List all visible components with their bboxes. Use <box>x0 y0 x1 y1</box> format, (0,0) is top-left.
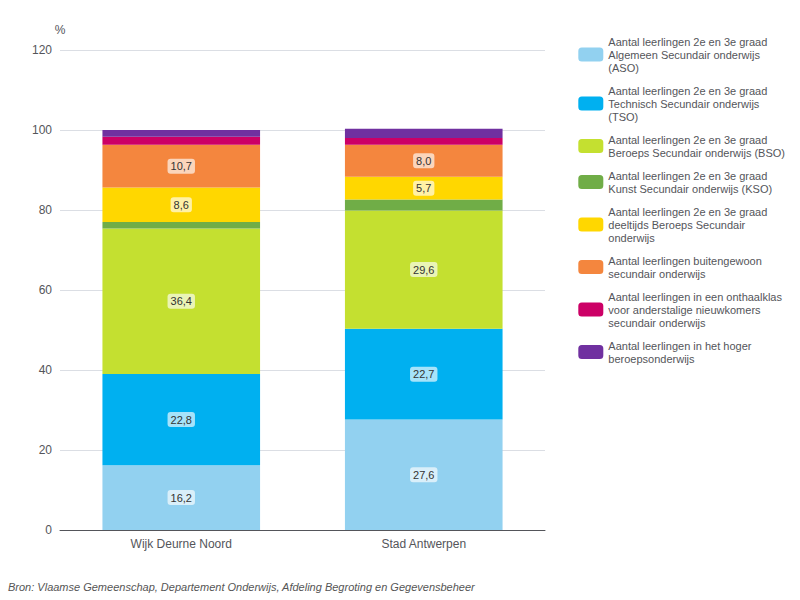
svg-text:8,0: 8,0 <box>416 155 431 167</box>
svg-text:8,6: 8,6 <box>174 199 189 211</box>
svg-text:(ASO): (ASO) <box>608 62 639 74</box>
svg-text:secundair onderwijs: secundair onderwijs <box>608 317 706 329</box>
svg-text:Stad Antwerpen: Stad Antwerpen <box>381 537 466 551</box>
svg-text:22,8: 22,8 <box>171 414 192 426</box>
svg-text:36,4: 36,4 <box>171 295 192 307</box>
svg-text:onderwijs: onderwijs <box>608 232 655 244</box>
svg-text:Bron: Vlaamse Gemeenschap, Dep: Bron: Vlaamse Gemeenschap, Departement O… <box>8 581 476 593</box>
svg-text:Kunst Secundair onderwijs (KSO: Kunst Secundair onderwijs (KSO) <box>608 183 772 195</box>
svg-text:5,7: 5,7 <box>416 182 431 194</box>
svg-text:Aantal leerlingen 2e en 3e gra: Aantal leerlingen 2e en 3e graad <box>608 85 767 97</box>
svg-text:80: 80 <box>39 203 53 217</box>
svg-text:deeltijds Beroeps Secundair: deeltijds Beroeps Secundair <box>608 219 745 231</box>
svg-text:22,7: 22,7 <box>413 368 434 380</box>
svg-text:Aantal leerlingen 2e en 3e gra: Aantal leerlingen 2e en 3e graad <box>608 134 767 146</box>
svg-text:27,6: 27,6 <box>413 469 434 481</box>
svg-text:100: 100 <box>32 123 52 137</box>
svg-text:Aantal leerlingen 2e en 3e gra: Aantal leerlingen 2e en 3e graad <box>608 36 767 48</box>
svg-text:Beroeps Secundair onderwijs (B: Beroeps Secundair onderwijs (BSO) <box>608 147 785 159</box>
svg-text:Algemeen Secundair onderwijs: Algemeen Secundair onderwijs <box>608 49 760 61</box>
svg-text:secundair onderwijs: secundair onderwijs <box>608 268 706 280</box>
svg-text:Aantal leerlingen 2e en 3e gra: Aantal leerlingen 2e en 3e graad <box>608 170 767 182</box>
svg-text:%: % <box>55 23 66 37</box>
svg-text:Technisch Secundair onderwijs: Technisch Secundair onderwijs <box>608 98 760 110</box>
svg-text:Aantal leerlingen buitengewoon: Aantal leerlingen buitengewoon <box>608 255 762 267</box>
svg-text:20: 20 <box>39 443 53 457</box>
svg-text:40: 40 <box>39 363 53 377</box>
svg-text:10,7: 10,7 <box>171 160 192 172</box>
svg-text:0: 0 <box>45 523 52 537</box>
svg-text:29,6: 29,6 <box>413 264 434 276</box>
svg-text:60: 60 <box>39 283 53 297</box>
svg-text:voor anderstalige nieuwkomers: voor anderstalige nieuwkomers <box>608 304 761 316</box>
svg-text:16,2: 16,2 <box>171 492 192 504</box>
svg-text:Aantal leerlingen 2e en 3e gra: Aantal leerlingen 2e en 3e graad <box>608 206 767 218</box>
svg-text:Wijk Deurne Noord: Wijk Deurne Noord <box>131 537 232 551</box>
svg-text:Aantal leerlingen in het hoger: Aantal leerlingen in het hoger <box>608 340 751 352</box>
svg-text:Aantal leerlingen in een ontha: Aantal leerlingen in een onthaalklas <box>608 291 782 303</box>
svg-text:120: 120 <box>32 43 52 57</box>
svg-text:(TSO): (TSO) <box>608 111 638 123</box>
svg-text:beroepsonderwijs: beroepsonderwijs <box>608 353 695 365</box>
